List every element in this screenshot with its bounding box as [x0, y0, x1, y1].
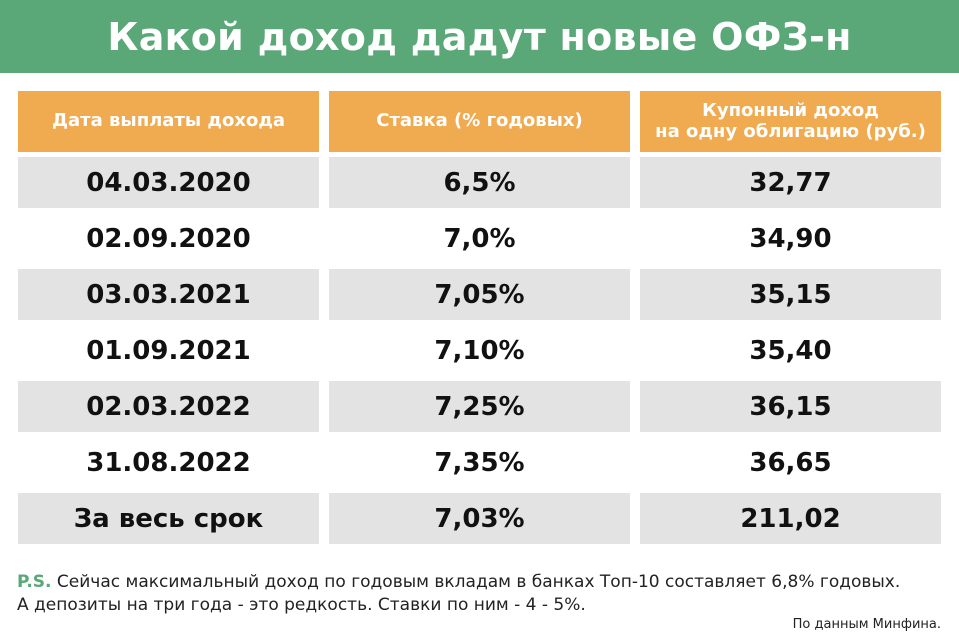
table-cell-date: 03.03.2021	[18, 269, 319, 320]
total-rate-cell: 7,03%	[329, 493, 630, 544]
table-cell-rate: 7,10%	[329, 325, 630, 376]
table-cell-date: 04.03.2020	[18, 157, 319, 208]
column-header-rate: Ставка (% годовых)	[329, 91, 630, 152]
table-cell-date: 01.09.2021	[18, 325, 319, 376]
column-header-date: Дата выплаты дохода	[18, 91, 319, 152]
footnote-line-1: Сейчас максимальный доход по годовым вкл…	[56, 572, 901, 592]
footnote-line-2: А депозиты на три года - это редкость. С…	[17, 595, 586, 615]
total-label-cell: За весь срок	[18, 493, 319, 544]
title-bar: Какой доход дадут новые ОФЗ-н	[0, 0, 959, 73]
table-cell-rate: 7,05%	[329, 269, 630, 320]
footnote-label: P.S.	[17, 572, 52, 592]
table-cell-date: 02.03.2022	[18, 381, 319, 432]
table-cell-coupon: 35,15	[640, 269, 941, 320]
table-cell-rate: 7,0%	[329, 213, 630, 264]
table-cell-coupon: 36,65	[640, 437, 941, 488]
total-coupon-cell: 211,02	[640, 493, 941, 544]
table-cell-coupon: 34,90	[640, 213, 941, 264]
table-cell-rate: 6,5%	[329, 157, 630, 208]
table-cell-date: 31.08.2022	[18, 437, 319, 488]
table-cell-coupon: 32,77	[640, 157, 941, 208]
footnote: P.S. Сейчас максимальный доход по годовы…	[17, 571, 947, 617]
table-cell-rate: 7,35%	[329, 437, 630, 488]
coupon-table: Дата выплаты дохода Ставка (% годовых) К…	[18, 91, 941, 544]
table-cell-coupon: 35,40	[640, 325, 941, 376]
table-cell-rate: 7,25%	[329, 381, 630, 432]
table-cell-date: 02.09.2020	[18, 213, 319, 264]
table-cell-coupon: 36,15	[640, 381, 941, 432]
source-note: По данным Минфина.	[792, 617, 941, 632]
column-header-coupon: Купонный доход на одну облигацию (руб.)	[640, 91, 941, 152]
page-title: Какой доход дадут новые ОФЗ-н	[107, 14, 852, 59]
